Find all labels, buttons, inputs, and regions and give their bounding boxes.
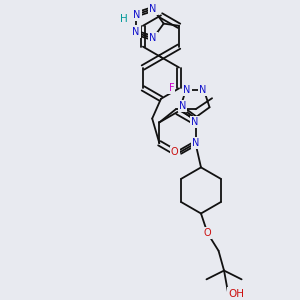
Text: N: N bbox=[149, 4, 157, 14]
Text: N: N bbox=[199, 85, 206, 95]
Text: N: N bbox=[149, 33, 157, 43]
Text: N: N bbox=[133, 10, 141, 20]
Text: N: N bbox=[183, 85, 191, 95]
Text: O: O bbox=[171, 147, 178, 157]
Text: N: N bbox=[132, 26, 140, 37]
Text: O: O bbox=[204, 228, 212, 238]
Text: N: N bbox=[179, 101, 186, 111]
Text: OH: OH bbox=[228, 289, 244, 298]
Text: N: N bbox=[192, 138, 199, 148]
Text: N: N bbox=[191, 117, 198, 128]
Text: F: F bbox=[169, 83, 174, 93]
Text: H: H bbox=[120, 14, 128, 25]
